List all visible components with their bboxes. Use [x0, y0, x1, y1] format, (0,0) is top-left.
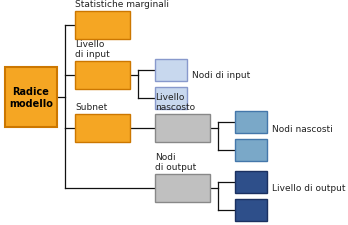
FancyBboxPatch shape	[75, 12, 130, 40]
FancyBboxPatch shape	[235, 199, 267, 221]
FancyBboxPatch shape	[235, 139, 267, 161]
Text: Livello
di input: Livello di input	[75, 39, 110, 59]
FancyBboxPatch shape	[155, 88, 187, 110]
Text: Radice
modello: Radice modello	[9, 87, 53, 108]
FancyBboxPatch shape	[75, 115, 130, 142]
Text: Nodi
di output: Nodi di output	[155, 152, 196, 171]
Text: Statistiche marginali: Statistiche marginali	[75, 0, 169, 9]
FancyBboxPatch shape	[155, 60, 187, 82]
Text: Nodi nascosti: Nodi nascosti	[272, 125, 333, 134]
FancyBboxPatch shape	[5, 68, 57, 127]
Text: Livello
nascosto: Livello nascosto	[155, 92, 195, 112]
FancyBboxPatch shape	[235, 112, 267, 133]
Text: Subnet: Subnet	[75, 103, 107, 112]
FancyBboxPatch shape	[75, 62, 130, 90]
FancyBboxPatch shape	[155, 115, 210, 142]
Text: Livello di output: Livello di output	[272, 184, 346, 193]
FancyBboxPatch shape	[235, 171, 267, 193]
FancyBboxPatch shape	[155, 174, 210, 202]
Text: Nodi di input: Nodi di input	[192, 71, 250, 80]
